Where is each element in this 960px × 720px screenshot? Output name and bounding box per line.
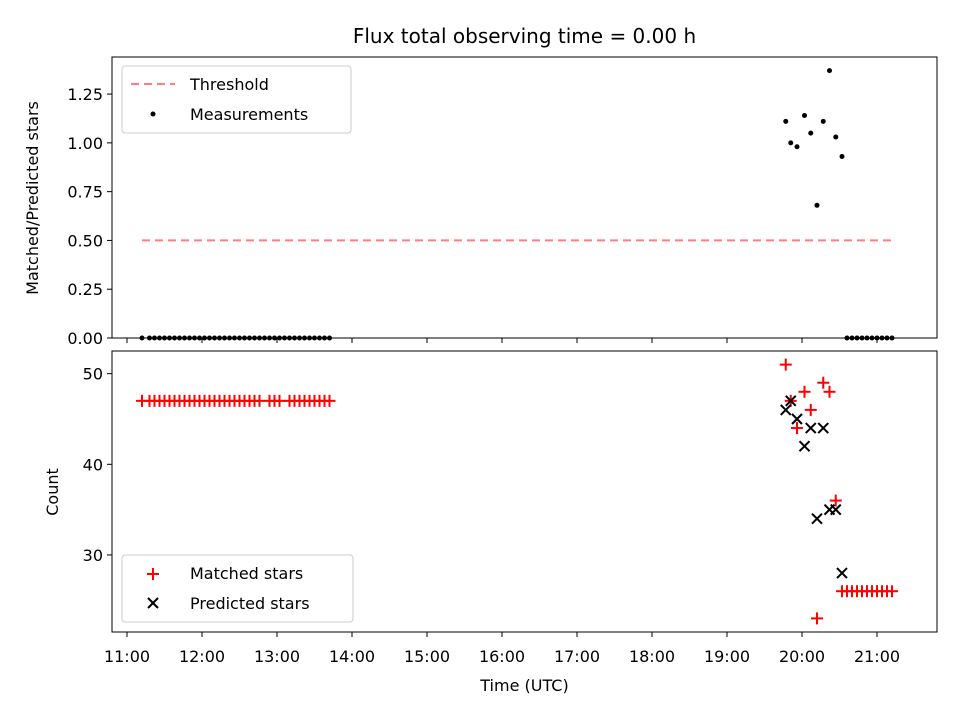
measurement-point xyxy=(820,118,826,124)
top-y-tick-label: 0.25 xyxy=(67,280,103,299)
predicted-x-b xyxy=(805,422,817,434)
matched-star-point xyxy=(779,358,792,371)
predicted-x-b xyxy=(785,395,797,407)
predicted-star-point xyxy=(836,567,848,579)
predicted-star-point xyxy=(791,413,803,425)
matched-star-point xyxy=(798,385,811,398)
measurement-point xyxy=(788,140,794,146)
top-y-ticks: 0.00 0.25 0.50 0.75 1.00 1.25 xyxy=(67,85,112,348)
x-tick-label: 13:00 xyxy=(254,647,300,666)
matched-star-point xyxy=(823,385,836,398)
predicted-star-point xyxy=(811,512,823,525)
legend-measurements-label: Measurements xyxy=(190,105,308,124)
measurement-point xyxy=(794,144,800,150)
predicted-star-point xyxy=(785,395,797,407)
bottom-y-tick-label: 40 xyxy=(83,455,103,474)
bottom-axes: 30 40 50 11:00 12:00 13:00 14:00 15:00 16:00 17:… xyxy=(43,350,938,695)
matched-star-point xyxy=(817,376,830,389)
legend-predicted-label: Predicted stars xyxy=(190,594,310,613)
predicted-x-b xyxy=(830,503,842,516)
legend-matched-label: Matched stars xyxy=(190,564,303,583)
x-tick-label: 18:00 xyxy=(629,647,675,666)
predicted-star-point xyxy=(805,422,817,434)
predicted-x-b xyxy=(780,404,792,416)
x-tick-label: 21:00 xyxy=(854,647,900,666)
x-tick-label: 20:00 xyxy=(779,647,825,666)
matched-star-point xyxy=(811,612,823,625)
matched-star-point xyxy=(323,394,336,407)
top-y-axis-label: Matched/Predicted stars xyxy=(23,101,42,295)
x-tick-label: 11:00 xyxy=(104,647,150,666)
predicted-x-b xyxy=(791,413,803,425)
top-x-ticks xyxy=(126,338,878,343)
predicted-star-point xyxy=(780,404,792,416)
legend-threshold-label: Threshold xyxy=(189,75,269,94)
bottom-legend: Matched stars Predicted stars xyxy=(121,554,354,623)
matched-star-point xyxy=(886,585,898,598)
top-y-tick-label: 1.00 xyxy=(67,134,103,153)
matched-star-point xyxy=(829,494,842,507)
bottom-y-tick-label: 30 xyxy=(83,546,103,565)
x-tick-label: 12:00 xyxy=(179,647,225,666)
top-legend-box xyxy=(121,65,352,134)
top-legend: Threshold Measurements xyxy=(121,65,352,134)
top-y-tick-label: 0.50 xyxy=(67,231,103,250)
bottom-x-ticks: 11:00 12:00 13:00 14:00 15:00 16:00 17:00 18:00… xyxy=(104,632,900,666)
measurement-point xyxy=(783,118,789,124)
bottom-legend-box xyxy=(121,554,354,623)
predicted-star-point xyxy=(798,440,811,452)
predicted-x-b xyxy=(836,567,848,579)
measurement-point xyxy=(808,130,814,136)
measurement-point xyxy=(814,202,820,208)
top-axes-frame xyxy=(111,56,938,339)
top-y-tick-label: 1.25 xyxy=(67,85,103,104)
bottom-y-axis-label: Count xyxy=(43,468,62,516)
x-axis-label: Time (UTC) xyxy=(479,676,568,695)
measurement-point xyxy=(839,154,845,160)
predicted-star-point xyxy=(830,503,842,516)
matched-star-point xyxy=(804,403,817,416)
x-tick-label: 16:00 xyxy=(479,647,525,666)
bottom-y-ticks: 30 40 50 xyxy=(83,365,112,565)
x-tick-label: 17:00 xyxy=(554,647,600,666)
predicted-star-point xyxy=(817,422,829,434)
bottom-axes-frame xyxy=(111,350,938,633)
top-axes: 0.00 0.25 0.50 0.75 1.00 1.25 Matched/Predict… xyxy=(23,56,938,348)
top-y-tick-label: 0.75 xyxy=(67,183,103,202)
predicted-x-b xyxy=(817,422,829,434)
matched-star-point xyxy=(791,422,803,435)
chart-title: Flux total observing time = 0.00 h xyxy=(353,24,696,48)
predicted-x-b xyxy=(811,512,823,525)
x-tick-label: 14:00 xyxy=(329,647,375,666)
top-y-tick-label: 0.00 xyxy=(67,329,103,348)
measurement-point xyxy=(802,113,807,119)
measurement-point xyxy=(833,134,839,140)
legend-predicted-marker xyxy=(147,597,159,609)
x-tick-label: 15:00 xyxy=(404,647,450,666)
bottom-plot-area xyxy=(136,358,898,625)
legend-measurements-marker xyxy=(150,111,156,117)
bottom-y-tick-label: 50 xyxy=(83,365,103,384)
measurement-point xyxy=(827,68,832,74)
x-tick-label: 19:00 xyxy=(704,647,750,666)
legend-matched-marker xyxy=(147,568,159,580)
predicted-x-b xyxy=(798,440,811,452)
